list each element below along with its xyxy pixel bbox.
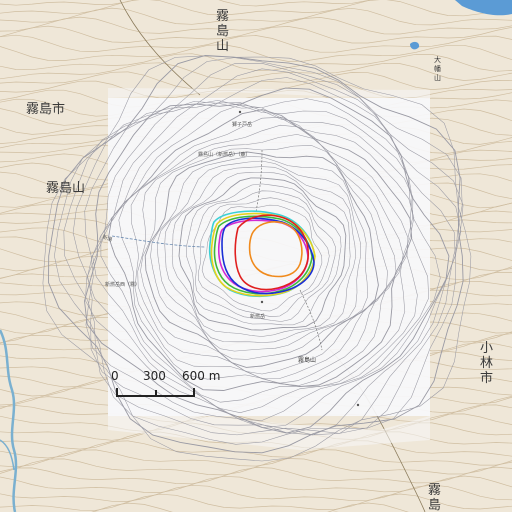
volcano-contour-line xyxy=(171,172,351,337)
volcano-contour-line xyxy=(92,102,418,413)
label-kirishima-city: 霧島市 xyxy=(26,101,65,117)
terrain-contour-line xyxy=(0,449,512,468)
volcano-contour-line xyxy=(198,197,330,317)
crater-outlines xyxy=(208,210,316,298)
terrain-contour-line xyxy=(0,493,512,511)
vertical-label: 小林市 xyxy=(480,341,493,386)
volcano-contour-line xyxy=(100,104,415,403)
label-kobayashi-city: 小林市 xyxy=(480,341,493,386)
label-ohata-yama: 大幡山 xyxy=(434,55,441,82)
vertical-label: 大幡山 xyxy=(434,55,441,82)
volcano-contour-line xyxy=(118,116,409,386)
label-road: 新湯 xyxy=(101,233,113,243)
scale-line xyxy=(116,388,195,397)
outline-green xyxy=(213,215,313,295)
label-kirishima-mountain-south: 霧島山 xyxy=(428,483,441,512)
pond xyxy=(410,41,420,50)
label-station-north: 霧島山（新燃岳）（鹿） xyxy=(198,151,251,158)
label-kirishima-mountain-north: 霧島山 xyxy=(216,9,229,54)
outline-red xyxy=(234,214,309,291)
volcano-contour-line xyxy=(144,151,379,368)
vertical-label: 霧島山 xyxy=(216,9,229,54)
trail xyxy=(255,149,263,213)
trail xyxy=(299,289,323,351)
volcano-contour-line xyxy=(192,190,336,322)
trail xyxy=(111,235,206,248)
label-kirishima-center: 霧島山 xyxy=(298,356,316,364)
volcano-contour-line xyxy=(137,134,397,379)
volcano-contour-line xyxy=(108,109,413,391)
terrain-contour-line xyxy=(0,16,512,35)
terrain-contour-line xyxy=(0,62,512,81)
summit-point xyxy=(260,300,264,304)
road xyxy=(119,0,201,96)
terrain-contour-line xyxy=(0,7,512,26)
volcano-contour-line xyxy=(54,57,463,445)
volcano-contour-line xyxy=(164,166,357,343)
volcano-contour-line xyxy=(48,55,464,454)
scale-label-600: 600 m xyxy=(182,369,220,383)
volcano-contour-line xyxy=(150,156,368,360)
summit-point xyxy=(356,403,360,407)
volcano-contour-line xyxy=(178,177,347,331)
vertical-label: 霧島山 xyxy=(428,483,441,512)
terrain-contour-line xyxy=(0,484,512,502)
label-station-west: 新燃岳西（霧） xyxy=(105,281,140,288)
volcano-contour-line xyxy=(42,55,472,462)
lake xyxy=(455,0,512,16)
label-kirishima-mountain-west: 霧島山 xyxy=(46,181,85,196)
scale-label-0: 0 xyxy=(111,369,119,383)
volcano-contour-line xyxy=(84,77,456,436)
scale-label-300: 300 xyxy=(143,369,166,383)
volcano-contours xyxy=(42,55,472,462)
outline-orange xyxy=(248,221,303,278)
summit-point xyxy=(238,110,242,114)
terrain-contour-line xyxy=(0,475,512,493)
terrain-contour-line xyxy=(0,25,512,44)
terrain-contour-line xyxy=(0,34,512,53)
volcano-contour-line xyxy=(186,183,342,326)
volcano-contour-line xyxy=(85,98,441,428)
volcano-contour-line xyxy=(201,204,323,312)
label-shishikodo: 獅子戸岳 xyxy=(232,121,252,128)
label-shinmoe: 新燃岳 xyxy=(250,313,265,320)
volcano-contour-line xyxy=(130,124,404,384)
terrain-contour-line xyxy=(0,466,512,485)
terrain-contour-line xyxy=(0,0,512,17)
terrain-contour-line xyxy=(0,44,512,62)
terrain-contour-line xyxy=(0,0,512,8)
river xyxy=(0,329,18,512)
volcano-contour-line xyxy=(156,160,361,352)
scale-bar: 0 300 600 m xyxy=(111,369,220,397)
volcano-contour-line xyxy=(84,87,450,434)
river-branch xyxy=(0,439,15,471)
triangulation-points xyxy=(238,110,360,407)
terrain-contour-line xyxy=(0,440,512,459)
terrain-contour-line xyxy=(0,71,512,90)
volcano-contour-line xyxy=(72,68,462,436)
volcano-contour-line xyxy=(87,100,429,421)
